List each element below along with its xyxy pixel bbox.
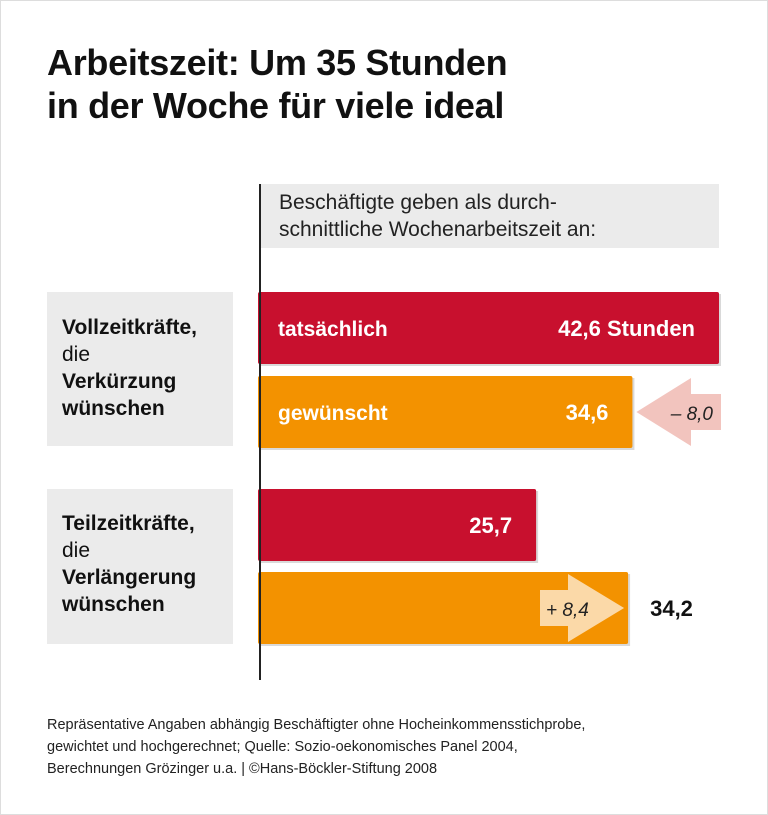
group-label-line: wünschen	[62, 397, 165, 420]
group-box-teilzeit	[47, 489, 233, 644]
difference-label: – 8,0	[670, 404, 714, 425]
footer-line: Repräsentative Angaben abhängig Beschäft…	[47, 717, 586, 733]
bar	[258, 489, 537, 561]
subtitle-line: Beschäftigte geben als durch-	[279, 191, 557, 214]
footer-line: gewichtet und hochgerechnet; Quelle: Soz…	[47, 739, 518, 755]
group-label-line: Vollzeitkräfte,	[62, 316, 197, 339]
difference-label: + 8,4	[546, 600, 589, 621]
value-label: 34,2	[650, 596, 693, 621]
group-label-teilzeit: Teilzeitkräfte, die Verlängerung wünsche…	[62, 510, 196, 618]
footer-source: Repräsentative Angaben abhängig Beschäft…	[47, 714, 585, 780]
chart-title: Arbeitszeit: Um 35 Stunden in der Woche …	[47, 41, 508, 127]
value-label: 34,6	[566, 400, 609, 425]
subtitle-line: schnittliche Wochenarbeitszeit an:	[279, 218, 597, 241]
bar-label: gewünscht	[278, 402, 388, 425]
bar	[258, 376, 633, 448]
bar	[258, 292, 719, 364]
title-line: in der Woche für viele ideal	[47, 85, 505, 126]
axis-line	[259, 184, 261, 680]
value-label: 42,6 Stunden	[558, 316, 695, 341]
group-label-line: Verkürzung	[62, 370, 177, 393]
group-label-vollzeit: Vollzeitkräfte, die Verkürzung wünschen	[62, 314, 197, 422]
footer-line: Berechnungen Grözinger u.a. | ©Hans-Böck…	[47, 761, 438, 777]
title-line: Arbeitszeit: Um 35 Stunden	[47, 42, 508, 83]
bar	[258, 572, 629, 644]
group-label-line: die	[62, 343, 91, 366]
group-label-line: Teilzeitkräfte,	[62, 512, 195, 535]
bar-label: tatsächlich	[278, 318, 388, 341]
group-label-line: die	[62, 539, 91, 562]
chart-subtitle: Beschäftigte geben als durch- schnittlic…	[279, 189, 596, 243]
subtitle-box	[261, 184, 719, 248]
difference-arrow	[540, 574, 625, 642]
group-label-line: Verlängerung	[62, 566, 197, 589]
value-label: 25,7	[469, 513, 512, 538]
group-box-vollzeit	[47, 292, 233, 446]
group-label-line: wünschen	[62, 593, 165, 616]
difference-arrow	[636, 378, 721, 446]
